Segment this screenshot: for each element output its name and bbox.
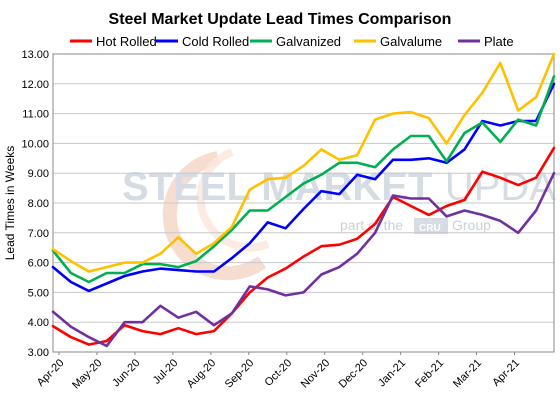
y-tick-label: 7.00 (28, 228, 49, 240)
y-axis-label: Lead Times in Weeks (3, 146, 17, 261)
x-tick-label: Jan-21 (376, 357, 408, 389)
series-line-cold-rolled (51, 82, 556, 293)
x-tick-label: Apr-21 (490, 357, 522, 389)
y-tick-label: 10.00 (21, 138, 49, 150)
x-tick-label: Feb-21 (413, 357, 446, 390)
legend-label: Hot Rolled (96, 34, 157, 49)
watermark: STEEL MARKET UPDATE part of the CRU Grou… (122, 148, 560, 281)
series-line-galvalume (51, 52, 556, 273)
legend-label: Galvalume (380, 34, 442, 49)
y-tick-label: 11.00 (22, 109, 49, 121)
chart-title: Steel Market Update Lead Times Compariso… (109, 11, 452, 28)
watermark-sub-right: Group (452, 217, 491, 233)
y-tick-label: 13.00 (21, 49, 49, 61)
y-tick-label: 5.00 (28, 287, 49, 299)
y-tick-label: 9.00 (28, 168, 49, 180)
series-line-hot-rolled (51, 146, 556, 346)
watermark-sub-left: part of the (340, 217, 403, 233)
x-tick-label: Nov-20 (299, 357, 333, 391)
x-tick-label: May-20 (70, 357, 104, 391)
series-lines (51, 52, 556, 348)
plot-frame (52, 53, 555, 353)
x-axis-ticks: Apr-20 May-20 Jun-20 Jul-20 Aug-20 Sep-20 Oct-… (35, 352, 522, 392)
y-axis-ticks: 3.00 4.00 5.00 6.00 7.00 8.00 9.00 10.00 11.00 12… (21, 49, 49, 359)
x-tick-label: Mar-21 (451, 357, 484, 390)
watermark-main: STEEL MARKET UPDATE (122, 165, 560, 209)
series-line-plate (51, 171, 556, 348)
x-tick-label: Apr-20 (35, 357, 67, 389)
y-tick-label: 8.00 (28, 198, 49, 210)
series-line-galvanized (51, 75, 556, 284)
y-tick-label: 6.00 (28, 258, 49, 270)
x-tick-label: Jun-20 (110, 357, 142, 389)
y-tick-label: 3.00 (28, 347, 49, 359)
x-tick-label: Jul-20 (151, 357, 181, 387)
watermark-logo-text: CRU (419, 223, 441, 234)
x-tick-label: Aug-20 (185, 357, 219, 391)
y-tick-label: 12.00 (21, 79, 49, 91)
legend: Hot Rolled Cold Rolled Galvanized Galvalume… (70, 34, 514, 49)
legend-label: Galvanized (276, 34, 341, 49)
legend-label: Cold Rolled (182, 34, 249, 49)
x-tick-label: Sep-20 (223, 357, 257, 391)
watermark-logo-icon (414, 218, 448, 234)
legend-label: Plate (484, 34, 514, 49)
y-tick-label: 4.00 (28, 317, 49, 329)
x-tick-label: Oct-20 (262, 357, 294, 389)
x-tick-label: Dec-20 (337, 357, 371, 391)
